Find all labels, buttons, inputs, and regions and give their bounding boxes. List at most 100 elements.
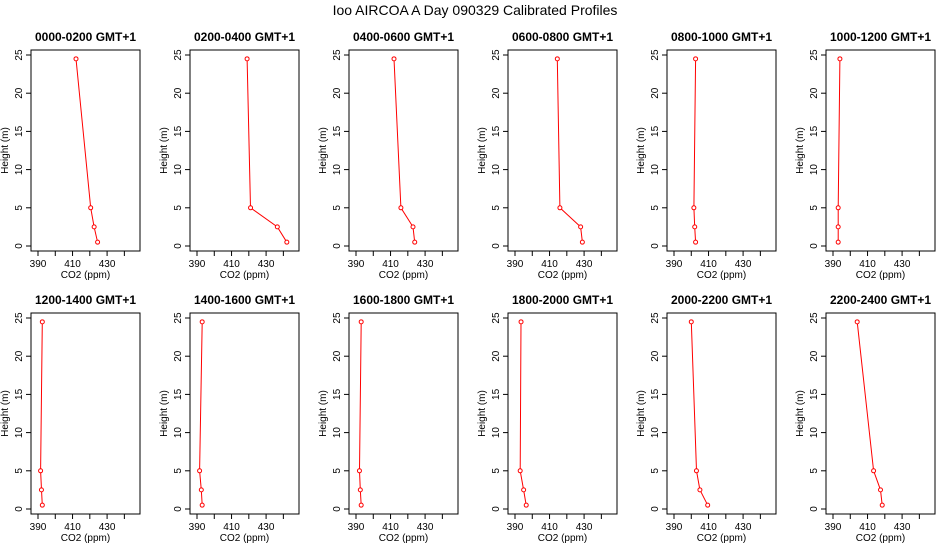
plot-frame xyxy=(507,49,618,252)
plot-frame xyxy=(825,312,936,515)
profile-point xyxy=(693,468,699,474)
y-axis-label: Height (m) xyxy=(318,390,329,437)
y-axis-label: Height (m) xyxy=(636,390,647,437)
profile-point xyxy=(554,56,560,62)
y-tick-label: 25 xyxy=(14,49,25,61)
profile-point xyxy=(578,224,584,230)
y-tick-label: 15 xyxy=(491,125,502,137)
profile-panel: 0800-1000 GMT+1 390 410 430 0 5 10 15 20 25 CO2 (p… xyxy=(636,30,777,281)
profile-point xyxy=(39,502,45,508)
x-tick-label: 430 xyxy=(735,259,752,270)
plot-frame xyxy=(189,49,300,252)
profile-point xyxy=(38,468,44,474)
y-tick-label: 5 xyxy=(14,468,25,474)
x-tick-label: 430 xyxy=(576,522,593,533)
profile-point xyxy=(691,205,697,211)
y-tick-label: 20 xyxy=(173,87,184,99)
x-axis-label: CO2 (ppm) xyxy=(379,270,428,281)
y-tick-label: 0 xyxy=(650,506,661,512)
x-tick-label: 390 xyxy=(825,522,842,533)
profile-point xyxy=(412,239,418,245)
profile-line xyxy=(40,321,43,506)
x-tick-label: 390 xyxy=(348,259,365,270)
y-tick-label: 10 xyxy=(491,164,502,176)
x-tick-label: 410 xyxy=(700,259,717,270)
profile-panel: 2000-2200 GMT+1 390 410 430 0 5 10 15 20 25 CO2 (p… xyxy=(636,293,777,544)
y-axis-label: Height (m) xyxy=(0,127,11,174)
profile-point xyxy=(358,502,364,508)
y-axis-label: Height (m) xyxy=(636,127,647,174)
x-tick-label: 390 xyxy=(30,522,47,533)
profile-point xyxy=(199,502,205,508)
plot-frame xyxy=(30,49,141,252)
profile-line xyxy=(246,58,288,243)
profile-line xyxy=(837,58,841,243)
y-axis-label: Height (m) xyxy=(318,127,329,174)
y-tick-label: 5 xyxy=(332,468,343,474)
x-tick-label: 430 xyxy=(99,259,116,270)
y-tick-label: 0 xyxy=(332,243,343,249)
x-axis-label: CO2 (ppm) xyxy=(697,533,746,544)
y-tick-label: 0 xyxy=(491,243,502,249)
y-tick-label: 5 xyxy=(173,205,184,211)
y-tick-label: 25 xyxy=(173,49,184,61)
profile-panel: 1000-1200 GMT+1 390 410 430 0 5 10 15 20 25 CO2 (p… xyxy=(795,30,936,281)
panels-container: 0000-0200 GMT+1 390 410 430 0 5 10 15 20 25 CO2 (p… xyxy=(0,30,936,544)
y-axis-label: Height (m) xyxy=(159,390,170,437)
x-tick-label: 390 xyxy=(189,522,206,533)
plot-frame xyxy=(507,312,618,515)
profile-point xyxy=(688,319,694,325)
y-tick-label: 10 xyxy=(14,164,25,176)
figure-title: Ioo AIRCOA A Day 090329 Calibrated Profi… xyxy=(333,2,618,18)
x-axis-label: CO2 (ppm) xyxy=(856,270,905,281)
profile-point xyxy=(197,468,203,474)
profile-panel: 0400-0600 GMT+1 390 410 430 0 5 10 15 20 25 CO2 (p… xyxy=(318,30,459,281)
profile-point xyxy=(199,319,205,325)
profile-point xyxy=(692,224,698,230)
y-tick-label: 0 xyxy=(809,243,820,249)
profile-point xyxy=(357,487,363,493)
y-tick-label: 15 xyxy=(332,125,343,137)
y-axis-label: Height (m) xyxy=(0,390,11,437)
profile-line xyxy=(556,58,583,243)
profile-point xyxy=(284,239,290,245)
y-tick-label: 25 xyxy=(332,312,343,324)
y-tick-label: 5 xyxy=(332,205,343,211)
profile-point xyxy=(274,224,280,230)
profile-panel: 1600-1800 GMT+1 390 410 430 0 5 10 15 20 25 CO2 (p… xyxy=(318,293,459,544)
x-axis-label: CO2 (ppm) xyxy=(697,270,746,281)
y-tick-label: 20 xyxy=(809,87,820,99)
y-tick-label: 10 xyxy=(809,427,820,439)
x-tick-label: 410 xyxy=(223,259,240,270)
y-tick-label: 5 xyxy=(491,468,502,474)
y-tick-label: 20 xyxy=(332,87,343,99)
y-tick-label: 5 xyxy=(650,205,661,211)
profile-point xyxy=(88,205,94,211)
y-tick-label: 10 xyxy=(491,427,502,439)
y-tick-label: 10 xyxy=(173,427,184,439)
y-tick-label: 15 xyxy=(14,125,25,137)
profile-panel: 0200-0400 GMT+1 390 410 430 0 5 10 15 20 25 CO2 (p… xyxy=(159,30,300,281)
y-axis-label: Height (m) xyxy=(159,127,170,174)
y-tick-label: 10 xyxy=(809,164,820,176)
y-tick-label: 5 xyxy=(491,205,502,211)
profile-point xyxy=(835,224,841,230)
profile-point xyxy=(398,205,404,211)
plot-frame xyxy=(666,49,777,252)
profile-panel: 0600-0800 GMT+1 390 410 430 0 5 10 15 20 25 CO2 (p… xyxy=(477,30,618,281)
y-tick-label: 5 xyxy=(14,205,25,211)
profile-line xyxy=(856,321,883,506)
x-tick-label: 410 xyxy=(382,259,399,270)
y-tick-label: 5 xyxy=(809,205,820,211)
y-axis-label: Height (m) xyxy=(477,127,488,174)
y-tick-label: 0 xyxy=(14,506,25,512)
y-tick-label: 20 xyxy=(650,350,661,362)
y-tick-label: 0 xyxy=(332,506,343,512)
profile-panel: 0000-0200 GMT+1 390 410 430 0 5 10 15 20 25 CO2 (p… xyxy=(0,30,141,281)
x-tick-label: 430 xyxy=(417,259,434,270)
y-tick-label: 0 xyxy=(173,243,184,249)
panel-title: 0600-0800 GMT+1 xyxy=(512,30,613,44)
panel-title: 2000-2200 GMT+1 xyxy=(671,293,772,307)
y-tick-label: 20 xyxy=(809,350,820,362)
